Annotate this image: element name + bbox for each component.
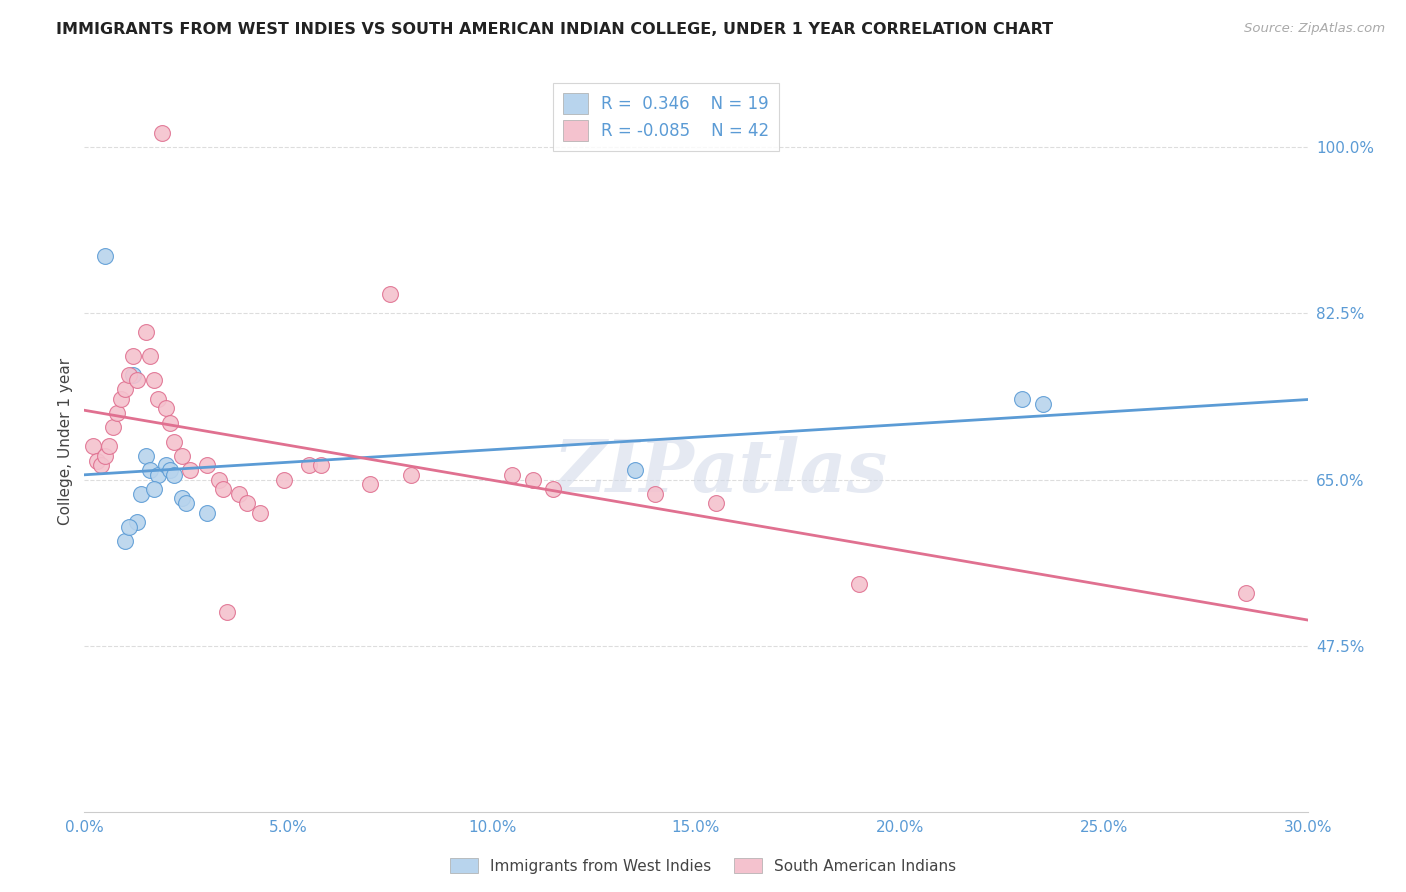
- Point: [273, 473, 295, 487]
- Point: [848, 577, 870, 591]
- Point: [249, 506, 271, 520]
- Point: [543, 482, 565, 496]
- Point: [502, 467, 524, 482]
- Point: [146, 467, 169, 482]
- Point: [208, 473, 231, 487]
- Text: Source: ZipAtlas.com: Source: ZipAtlas.com: [1244, 22, 1385, 36]
- Point: [298, 458, 321, 473]
- Point: [163, 467, 186, 482]
- Point: [131, 487, 153, 501]
- Point: [150, 126, 173, 140]
- Point: [122, 349, 145, 363]
- Point: [359, 477, 381, 491]
- Point: [118, 368, 141, 383]
- Point: [142, 373, 165, 387]
- Point: [624, 463, 647, 477]
- Point: [135, 326, 157, 340]
- Point: [217, 606, 239, 620]
- Point: [122, 368, 145, 383]
- Point: [114, 534, 136, 549]
- Point: [86, 453, 108, 467]
- Point: [522, 473, 544, 487]
- Point: [1236, 586, 1258, 600]
- Y-axis label: College, Under 1 year: College, Under 1 year: [58, 358, 73, 525]
- Point: [142, 482, 165, 496]
- Point: [179, 463, 201, 477]
- Point: [644, 487, 666, 501]
- Point: [146, 392, 169, 406]
- Point: [172, 449, 194, 463]
- Point: [82, 439, 104, 453]
- Point: [135, 449, 157, 463]
- Point: [155, 458, 177, 473]
- Point: [127, 373, 149, 387]
- Point: [93, 449, 115, 463]
- Point: [706, 496, 728, 510]
- Point: [101, 420, 124, 434]
- Point: [174, 496, 197, 510]
- Legend: Immigrants from West Indies, South American Indians: Immigrants from West Indies, South Ameri…: [444, 852, 962, 880]
- Point: [399, 467, 422, 482]
- Point: [159, 416, 181, 430]
- Text: IMMIGRANTS FROM WEST INDIES VS SOUTH AMERICAN INDIAN COLLEGE, UNDER 1 YEAR CORRE: IMMIGRANTS FROM WEST INDIES VS SOUTH AME…: [56, 22, 1053, 37]
- Point: [172, 491, 194, 506]
- Legend: R =  0.346    N = 19, R = -0.085    N = 42: R = 0.346 N = 19, R = -0.085 N = 42: [553, 83, 779, 151]
- Point: [195, 458, 218, 473]
- Point: [309, 458, 332, 473]
- Point: [138, 463, 160, 477]
- Point: [93, 250, 115, 264]
- Point: [1011, 392, 1033, 406]
- Text: ZIPatlas: ZIPatlas: [554, 435, 887, 507]
- Point: [236, 496, 259, 510]
- Point: [105, 406, 128, 420]
- Point: [138, 349, 160, 363]
- Point: [163, 434, 186, 449]
- Point: [1032, 396, 1054, 410]
- Point: [97, 439, 120, 453]
- Point: [159, 463, 181, 477]
- Point: [195, 506, 218, 520]
- Point: [228, 487, 250, 501]
- Point: [118, 520, 141, 534]
- Point: [114, 382, 136, 396]
- Point: [380, 287, 402, 301]
- Point: [212, 482, 235, 496]
- Point: [90, 458, 112, 473]
- Point: [127, 515, 149, 529]
- Point: [155, 401, 177, 416]
- Point: [110, 392, 132, 406]
